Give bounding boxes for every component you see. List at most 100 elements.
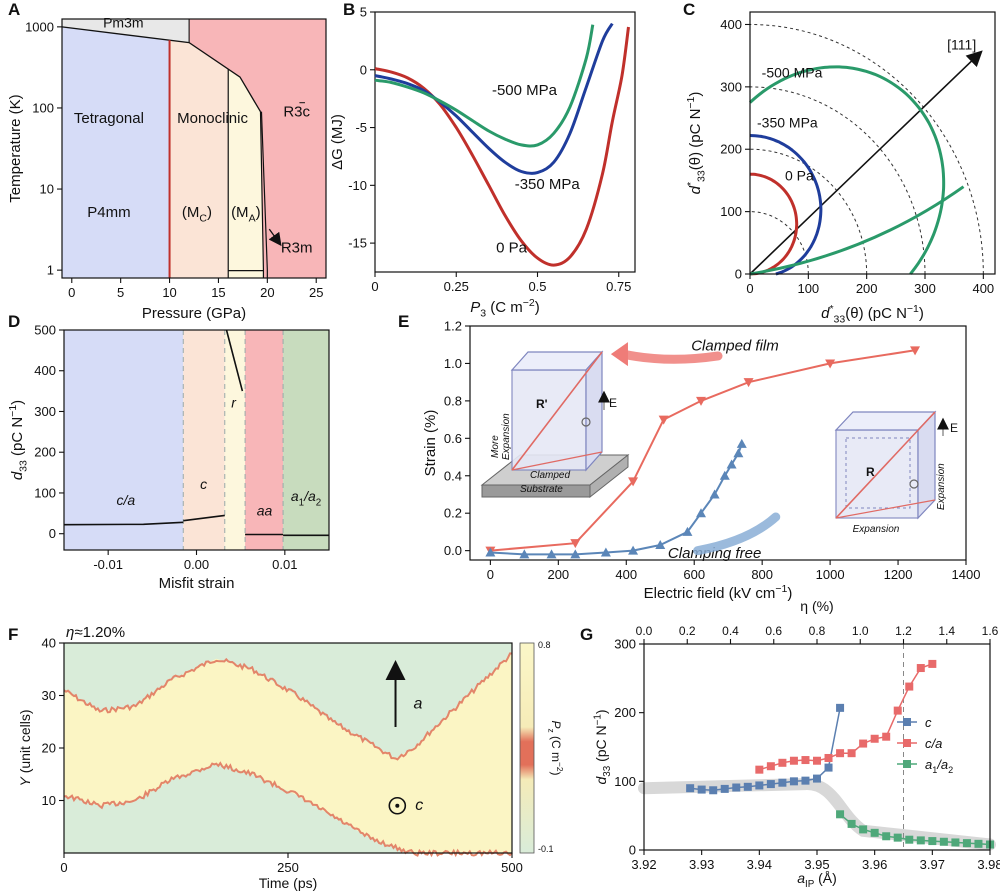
- panel-g-x2tick-label-7: 1.4: [938, 624, 955, 638]
- panel-b-label-500: -500 MPa: [492, 82, 558, 99]
- panel-g-series-1: [759, 663, 933, 771]
- panel-c-label-0: 0 Pa: [785, 167, 814, 183]
- panel-b-xlabel: P3 (C m−2): [470, 297, 540, 320]
- panel-g-ytick-label-3: 300: [614, 637, 636, 652]
- panel-f-ytick-label-2: 30: [42, 688, 56, 703]
- panel-e-ytick-label-3: 0.6: [444, 431, 462, 446]
- panel-e-point-1-3: [570, 549, 581, 559]
- panel-b-ytick-label-2: -5: [355, 120, 367, 135]
- panel-g-point-1-0: [755, 765, 764, 774]
- inset-more: More: [490, 435, 501, 458]
- panel-f-xtick-label-2: 500: [501, 860, 523, 875]
- panel-e-ytick-label-5: 1.0: [444, 356, 462, 371]
- inset-film-circle: [581, 417, 591, 427]
- panel-e-ytick-label-4: 0.8: [444, 393, 462, 408]
- legend-label-0-part-0: c: [925, 715, 932, 730]
- panel-d-label-a1a2-part-1: 1: [299, 497, 304, 508]
- panel-e-point-0-7: [910, 346, 921, 356]
- panel-e-point-1-5: [628, 545, 639, 555]
- panel-f-cbar-label-part-3: −2: [555, 762, 565, 772]
- panel-e-ytick-label-2: 0.4: [444, 468, 462, 483]
- panel-d-label-a1a2-part-0: a: [291, 488, 299, 504]
- panel-e-arrowhead-clamped: [610, 342, 628, 367]
- panel-d-ylabel-part-4: ): [9, 400, 26, 405]
- panel-g-xtick-label-1: 3.93: [689, 857, 714, 872]
- panel-e-arrow-clamped: [618, 349, 723, 364]
- panel-b-xtick-label-1: 0.25: [444, 279, 469, 294]
- panel-d-ytick-label-0: 0: [49, 526, 56, 541]
- panel-d-label-aa: aa: [257, 502, 273, 518]
- panel-e-point-1-1: [519, 549, 530, 559]
- panel-c-ylabel-part-0: d: [687, 185, 704, 194]
- panel-g-point-0-2: [709, 786, 718, 795]
- panel-c-piezo-surface: [111] 0 100 200 300 400 0 100 200 300 400 -500 MPa -…: [683, 0, 996, 326]
- panel-g-point-2-2: [859, 825, 868, 834]
- panel-g-x2tick-label-6: 1.2: [895, 624, 912, 638]
- legend-marker-1: [903, 739, 911, 747]
- panel-g-guide-band: [638, 778, 996, 851]
- panel-e-point-1-6: [655, 540, 666, 550]
- panel-b-xlabel-part-0: P: [470, 299, 480, 316]
- panel-f-eta-annotation-part-0: η≈: [66, 624, 83, 641]
- panel-g-xtick-label-2: 3.94: [747, 857, 772, 872]
- panel-d-ylabel: d33 (pC N−1): [7, 400, 30, 480]
- panel-b-free-energy: 0 0.25 0.5 0.75 -15 -10 -5 0 5 -500 MPa -350 MPa 0 …: [329, 0, 636, 320]
- panel-e-xtick-label-6: 1200: [884, 567, 913, 582]
- panel-label-c: C: [683, 0, 695, 19]
- panel-g-point-1-15: [928, 659, 937, 668]
- panel-g-ytick-label-0: 0: [629, 843, 636, 858]
- label-r3c: R3c: [283, 104, 310, 121]
- panel-d-xtick-label-2: 0.01: [272, 557, 297, 572]
- panel-d-xtick-label-0: -0.01: [93, 557, 123, 572]
- panel-e-ytick-label-0: 0.0: [444, 543, 462, 558]
- panel-g-xlabel: aIP (Å): [797, 870, 837, 890]
- panel-a-ytick-label-2: 100: [32, 100, 54, 115]
- panel-e-frame: [469, 325, 967, 561]
- panel-b-ytick-label-0: -15: [348, 236, 367, 251]
- label-mc-part-2: ): [207, 204, 212, 221]
- panel-d-ytick-label-5: 500: [34, 323, 56, 338]
- panel-g-point-0-11: [813, 774, 821, 783]
- panel-c-ytick-label-2: 200: [720, 142, 742, 157]
- panel-g-point-0-13: [836, 703, 845, 712]
- panel-e-point-1-4: [600, 547, 611, 557]
- panel-g-point-2-5: [893, 833, 902, 842]
- legend-label-2: a1/a2: [925, 757, 953, 775]
- panel-f-c-label: c: [415, 797, 423, 814]
- inset-clamped-label: Clamped: [530, 470, 570, 481]
- region-pm3m: [62, 19, 190, 43]
- boundary-top: [61, 26, 262, 113]
- panel-c-ref-circle-2: [749, 86, 926, 275]
- panel-c-ylabel-part-1: *: [685, 182, 697, 186]
- panel-c-ylabel: d*33(θ) (pC N−1): [685, 92, 708, 195]
- panel-d-region-0: [64, 330, 184, 550]
- panel-c-xtick-label-2: 200: [856, 281, 878, 296]
- panel-a-phase-diagram: 0 5 10 15 20 25 1 10 100 1000 Pm3m Tetragonal P4mm Mo…: [7, 0, 327, 322]
- panel-b-label-350: -350 MPa: [515, 176, 581, 193]
- panel-g-point-0-1: [697, 785, 706, 794]
- panel-g-point-0-5: [743, 782, 752, 791]
- panel-g-ylabel-part-0: d: [593, 776, 609, 785]
- panel-g-point-1-11: [882, 732, 891, 741]
- panel-f-cbar-min: -0.1: [538, 844, 554, 854]
- panel-g-point-1-13: [905, 682, 914, 691]
- panel-f-eta-annotation-part-1: 1.20%: [83, 624, 126, 641]
- panel-d-ytick-label-1: 100: [34, 485, 56, 500]
- panel-g-point-0-0: [686, 784, 695, 793]
- panel-c-frame: [749, 11, 996, 275]
- panel-g-x2tick-label-4: 0.8: [809, 624, 826, 638]
- label-mc: (MC): [182, 204, 212, 225]
- panel-e-point-1-8: [696, 508, 707, 518]
- panel-f-cbar-max: 0.8: [538, 640, 551, 650]
- panel-f-ytick-label-0: 10: [42, 793, 56, 808]
- panel-c-series-0: [749, 172, 799, 276]
- panel-d-label-r: r: [231, 394, 237, 410]
- panel-g-point-1-2: [778, 758, 787, 767]
- panel-b-ytick-label-3: 0: [360, 62, 367, 77]
- panel-d-label-c: c: [200, 476, 207, 492]
- legend-label-2-part-1: 1: [932, 765, 937, 775]
- panel-c-ylabel-part-5: ): [687, 92, 704, 97]
- panel-g-point-2-12: [974, 839, 983, 848]
- inset-film-diagonal: [511, 351, 603, 471]
- panel-f-domain-heatmap: 0 250 500 10 20 30 40 a c η≈1.20% 0.8 -0.1 Pz (C m−2…: [8, 624, 565, 891]
